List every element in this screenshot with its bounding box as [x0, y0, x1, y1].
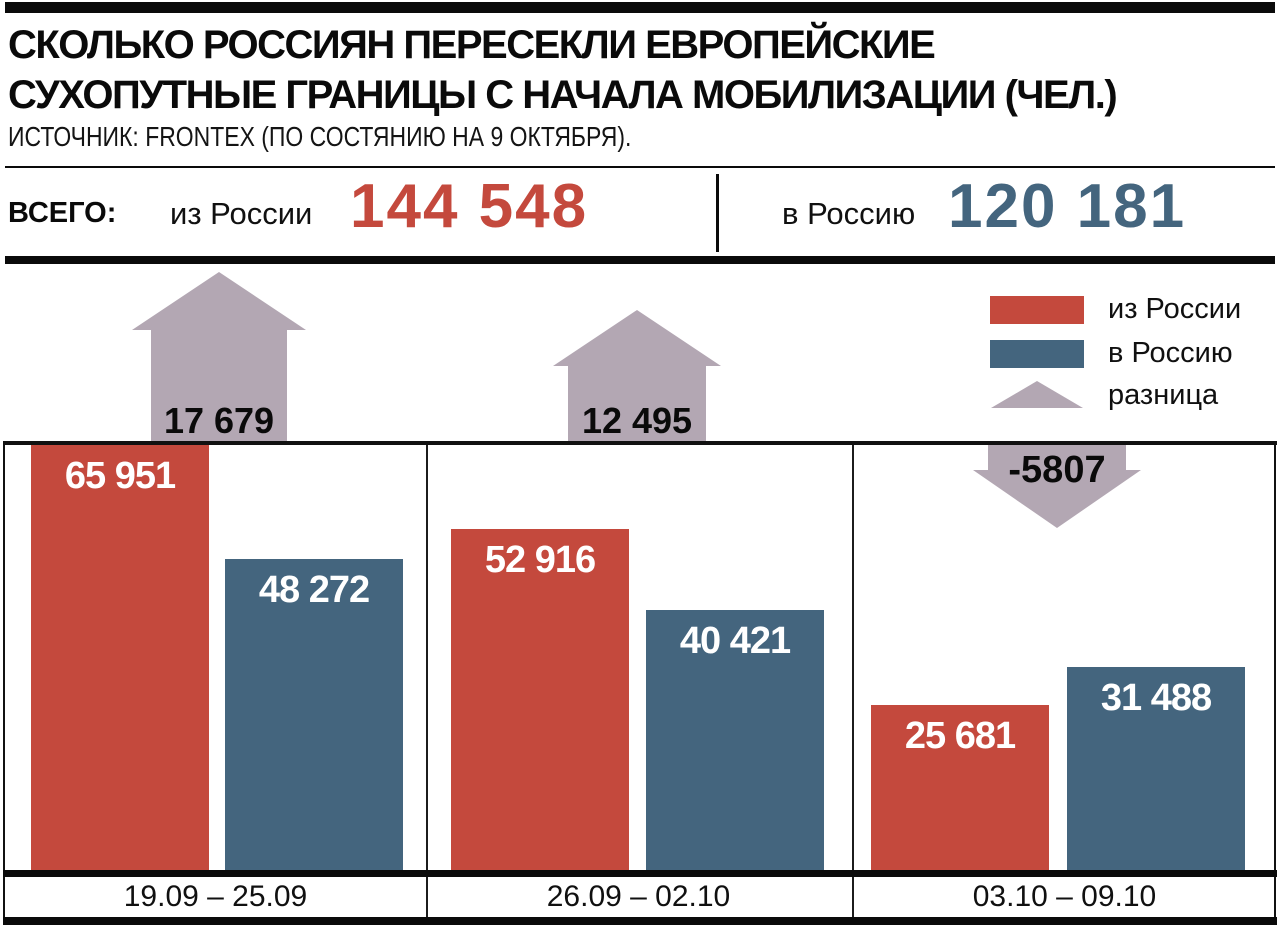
- chart-title-line2: СУХОПУТНЫЕ ГРАНИЦЫ С НАЧАЛА МОБИЛИЗАЦИИ …: [8, 73, 1118, 117]
- bar-in-week1: 48 272: [225, 559, 403, 870]
- legend-label-out: из России: [1108, 293, 1242, 325]
- legend-label-in: в Россию: [1108, 337, 1233, 369]
- difference-value-week2: 12 495: [581, 400, 693, 441]
- bar-in-week3: 31 488: [1067, 667, 1245, 870]
- bar-value-label: 31 488: [1100, 677, 1212, 719]
- legend-swatch-out: [990, 296, 1084, 324]
- totals-in-value: 120 181: [948, 172, 1187, 241]
- bar-out-week3: 25 681: [871, 705, 1049, 870]
- up-arrow-icon-week1: [132, 272, 306, 445]
- down-arrow-icon-week3: [973, 445, 1141, 528]
- x-axis-label-week3: 03.10 – 09.10: [972, 880, 1157, 913]
- totals-out-value: 144 548: [350, 172, 589, 241]
- up-arrow-icon-week2: [553, 310, 721, 445]
- x-axis-label-week2: 26.09 – 02.10: [546, 880, 731, 913]
- bar-value-label: 25 681: [904, 715, 1016, 757]
- difference-value-week1: 17 679: [163, 400, 275, 441]
- chart-left-border: [3, 441, 5, 925]
- totals-in-label: в Россию: [782, 196, 916, 231]
- chart-bottom-rule: [3, 917, 1277, 925]
- chart-right-border: [1274, 441, 1276, 925]
- source-line: ИСТОЧНИК: FRONTEX (ПО СОСТЯНИЮ НА 9 ОКТЯ…: [8, 121, 632, 152]
- bar-out-week2: 52 916: [451, 529, 629, 870]
- totals-out-label: из России: [170, 196, 313, 231]
- top-black-bar: [5, 2, 1275, 13]
- x-axis-label-week1: 19.09 – 25.09: [123, 880, 308, 913]
- chart-top-border: [3, 441, 1277, 445]
- totals-caption: ВСЕГО:: [8, 197, 117, 229]
- bar-value-label: 52 916: [484, 539, 596, 581]
- bar-out-week1: 65 951: [31, 445, 209, 870]
- chart-title: СКОЛЬКО РОССИЯН ПЕРЕСЕКЛИ ЕВРОПЕЙСКИЕ СУ…: [8, 20, 1276, 120]
- totals-bottom-rule: [5, 256, 1275, 264]
- chart-baseline: [3, 870, 1277, 877]
- totals-top-rule: [5, 166, 1275, 168]
- bar-in-week2: 40 421: [646, 610, 824, 870]
- bar-value-label: 48 272: [258, 569, 370, 611]
- bar-value-label: 65 951: [64, 455, 176, 497]
- legend-difference-arrow-icon: [991, 381, 1083, 408]
- chart-title-line1: СКОЛЬКО РОССИЯН ПЕРЕСЕКЛИ ЕВРОПЕЙСКИЕ: [8, 23, 936, 67]
- bar-value-label: 40 421: [679, 620, 791, 662]
- group-divider-1: [426, 445, 428, 917]
- totals-divider: [716, 174, 719, 252]
- legend-label-diff: разница: [1108, 379, 1219, 411]
- legend-swatch-in: [990, 340, 1084, 368]
- difference-value-week3: -5807: [1008, 449, 1106, 491]
- group-divider-2: [852, 445, 854, 917]
